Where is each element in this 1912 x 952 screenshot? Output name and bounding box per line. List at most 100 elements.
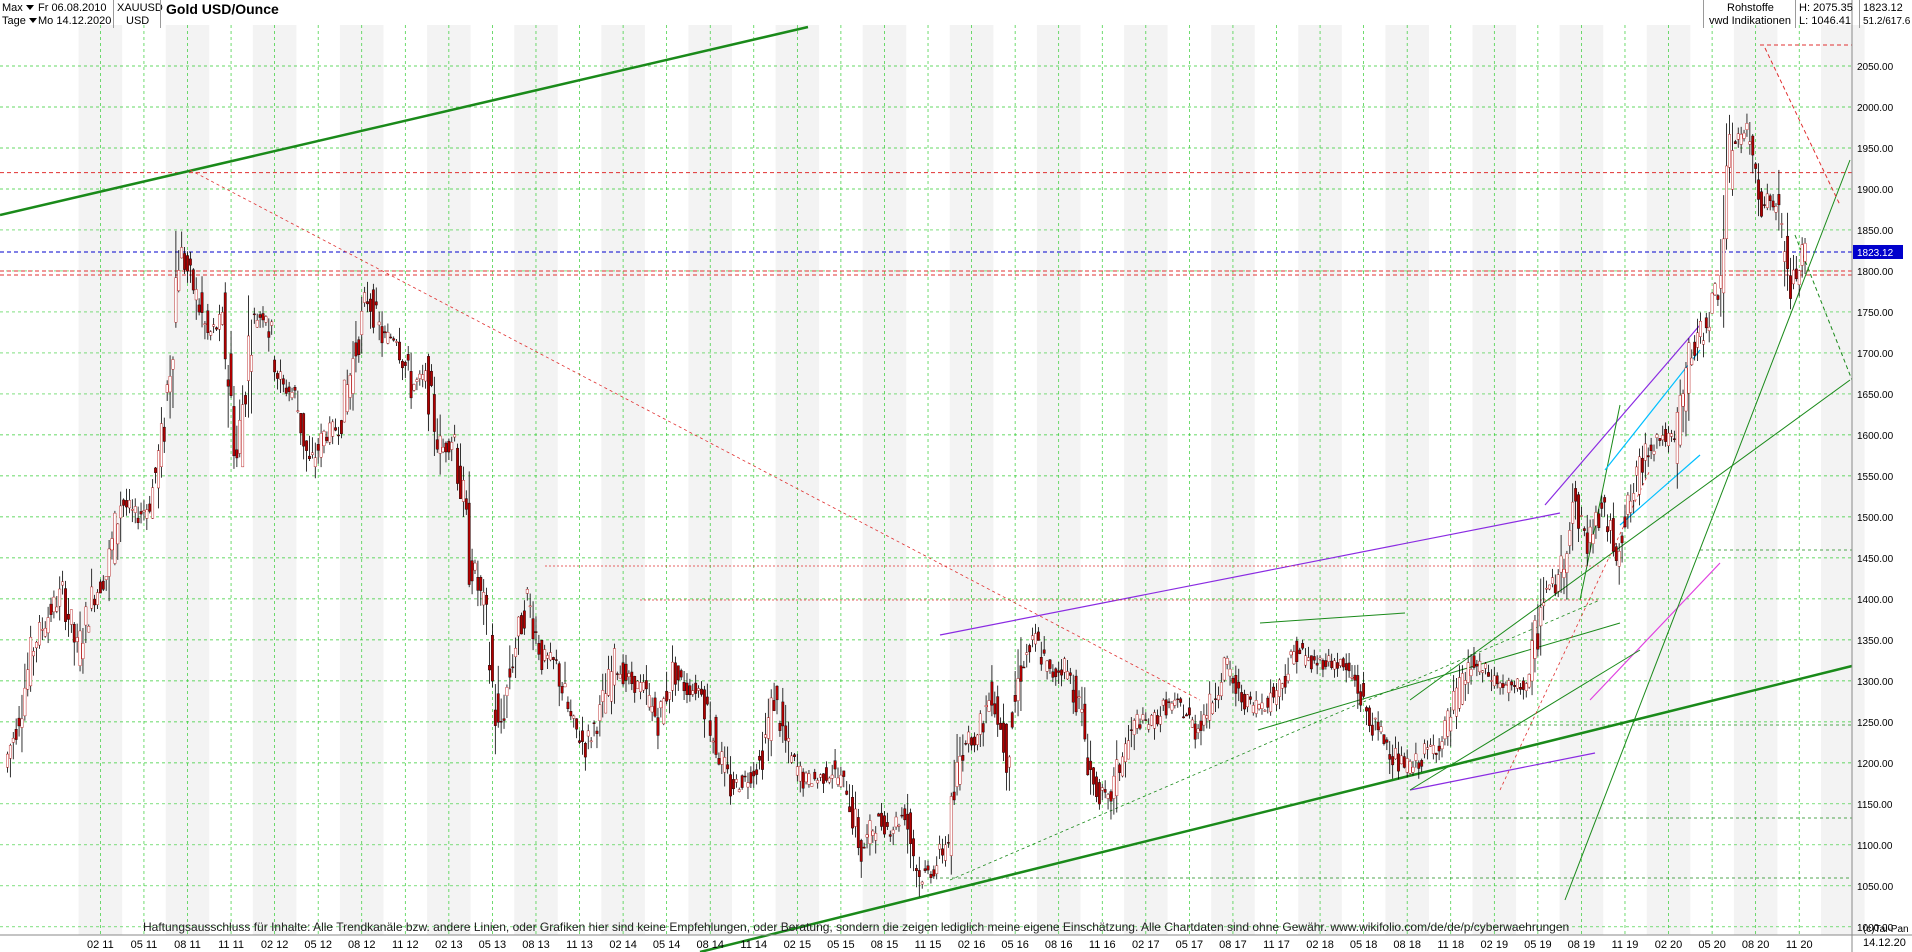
candle-body [139, 511, 143, 515]
candle-body [880, 812, 883, 827]
candle-body [136, 517, 140, 523]
candle-body [685, 682, 689, 695]
candle-body [1591, 534, 1595, 544]
candle-body [107, 548, 111, 577]
candle-body [1060, 669, 1064, 676]
y-tick-label: 1500.00 [1857, 513, 1894, 524]
candle-body [1115, 759, 1119, 796]
candle-body [157, 450, 160, 489]
candle-body [78, 630, 82, 666]
candle-body [1780, 223, 1784, 225]
candle-body [511, 666, 515, 669]
candle-body [461, 480, 465, 502]
candle-body [1103, 789, 1107, 793]
candle-body [447, 440, 451, 453]
candle-body [1536, 633, 1540, 650]
candle-body [1658, 438, 1662, 441]
trend-line [699, 664, 1853, 952]
candle-body [159, 423, 163, 467]
candle-body [644, 680, 648, 690]
candle-body [586, 730, 590, 737]
trend-line [1579, 404, 1621, 601]
candle-body [534, 631, 538, 633]
candle-body [1405, 758, 1409, 773]
candle-body [1417, 762, 1421, 769]
candle-body [1063, 658, 1066, 673]
candle-body [1751, 135, 1755, 156]
candle-body [813, 771, 817, 780]
candle-body [389, 336, 393, 339]
candle-body [612, 648, 616, 686]
y-tick-label: 1050.00 [1857, 882, 1894, 893]
candle-body [1298, 649, 1302, 654]
candle-body [877, 813, 881, 817]
candle-body [206, 310, 210, 333]
candle-body [975, 734, 979, 745]
x-tick-label: 11 15 [915, 939, 942, 951]
x-tick-label: 08 13 [522, 939, 550, 951]
stripe [862, 25, 907, 935]
candle-body [1670, 433, 1673, 437]
candle-body [1542, 602, 1546, 607]
candle-body [769, 697, 773, 741]
x-tick-label: 02 17 [1132, 939, 1160, 951]
candle-body [1641, 457, 1644, 473]
stripe [1821, 25, 1865, 935]
candle-body [1095, 776, 1098, 797]
candle-body [1356, 675, 1360, 694]
candle-body [1260, 702, 1264, 709]
candle-body [1217, 695, 1220, 701]
candle-body [903, 808, 907, 821]
candle-body [717, 758, 721, 765]
candle-body [1489, 680, 1493, 682]
candle-body [944, 844, 947, 861]
candle-body [952, 791, 956, 801]
candle-body [668, 692, 671, 700]
y-tick-label: 2050.00 [1857, 62, 1894, 73]
candle-body [946, 842, 950, 844]
candle-body [1170, 702, 1174, 711]
candle-body [1243, 693, 1246, 710]
candle-body [67, 613, 70, 620]
candle-body [505, 687, 509, 696]
candle-body [1548, 584, 1551, 590]
x-tick-label: 02 19 [1481, 939, 1509, 951]
candle-body [1156, 715, 1159, 725]
candle-body [162, 426, 166, 442]
candle-body [1588, 526, 1592, 543]
candle-body [444, 442, 448, 453]
candle-body [1272, 686, 1275, 698]
candle-body [133, 506, 137, 513]
candle-body [1472, 655, 1476, 668]
x-tick-label: 02 16 [958, 939, 986, 951]
candle-body [8, 745, 12, 759]
candle-body [1777, 194, 1781, 206]
candle-body [1760, 191, 1763, 217]
candle-body [1469, 669, 1473, 676]
candle-body [999, 722, 1003, 730]
candle-body [520, 615, 523, 635]
candle-body [601, 690, 605, 702]
candle-body [1739, 133, 1743, 145]
candle-body [1466, 662, 1470, 683]
candle-body [23, 687, 27, 717]
candle-body [1437, 745, 1441, 752]
interval-selector[interactable]: Tage [2, 15, 40, 28]
candle-body [125, 500, 128, 508]
candle-body [1423, 743, 1427, 755]
x-tick-label: 05 20 [1698, 939, 1726, 951]
candle-body [392, 338, 396, 341]
candle-body [1484, 663, 1487, 669]
candle-body [1527, 674, 1531, 688]
candle-body [1240, 692, 1244, 703]
candle-body [1713, 283, 1717, 296]
x-tick-label: 11 11 [218, 939, 244, 951]
candle-body [218, 314, 221, 330]
candle-body [885, 822, 889, 827]
candle-body [772, 700, 776, 711]
period-selector[interactable]: Max [2, 2, 37, 15]
candle-body [1373, 717, 1377, 720]
candle-body [589, 740, 593, 743]
candle-body [868, 820, 872, 845]
